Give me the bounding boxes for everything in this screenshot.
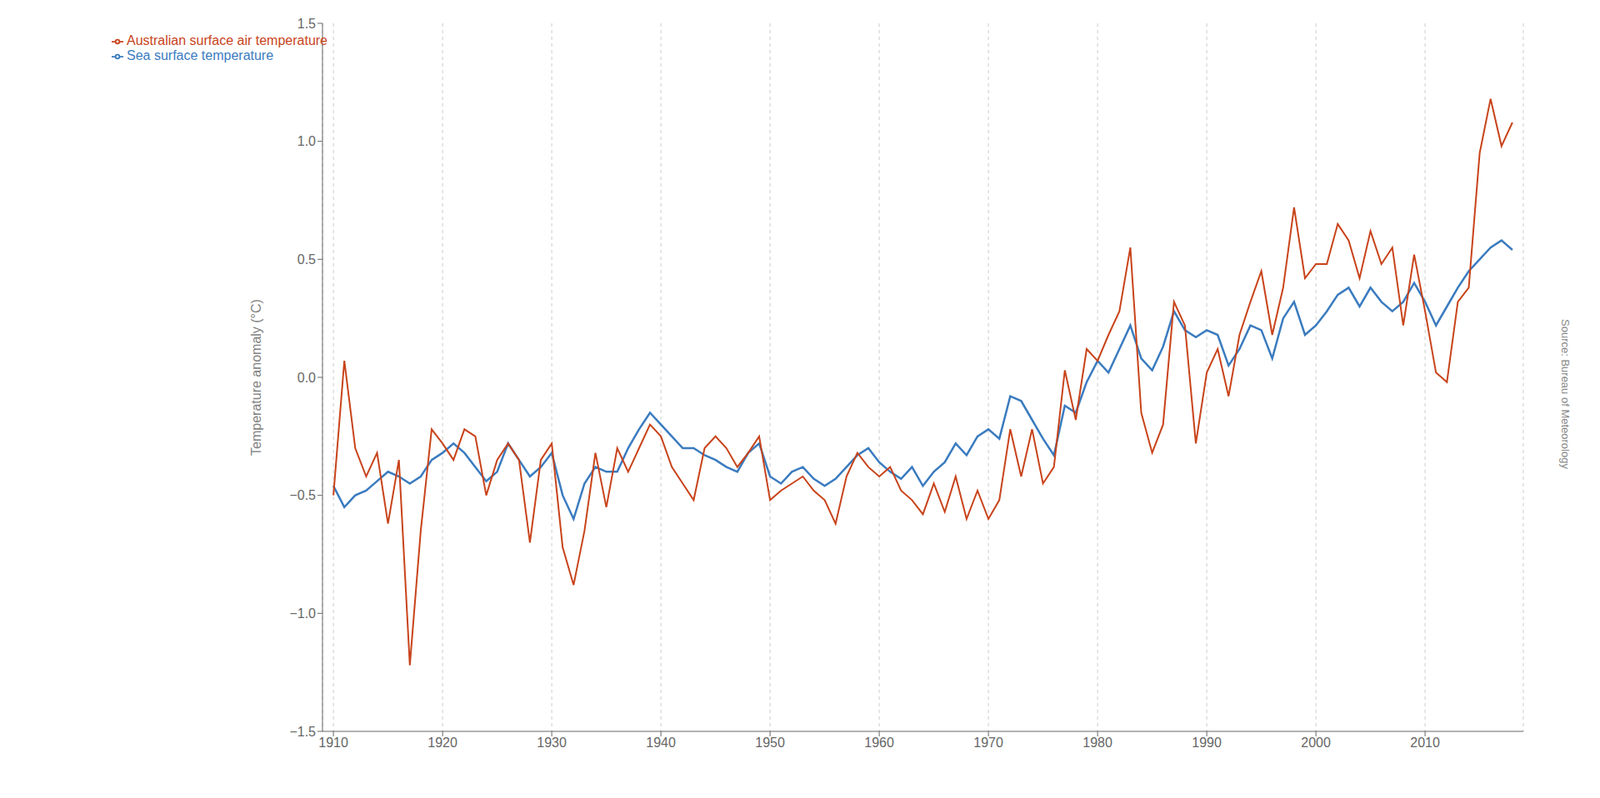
svg-text:0.5: 0.5 bbox=[297, 252, 316, 267]
svg-text:1920: 1920 bbox=[427, 735, 458, 750]
svg-text:1930: 1930 bbox=[536, 735, 567, 750]
svg-text:1940: 1940 bbox=[645, 735, 676, 750]
svg-text:1990: 1990 bbox=[1191, 735, 1222, 750]
svg-text:1970: 1970 bbox=[973, 735, 1004, 750]
html-text:Sea surface temperature: Sea surface temperature bbox=[126, 48, 274, 63]
svg-text:1980: 1980 bbox=[1082, 735, 1113, 750]
svg-text:1950: 1950 bbox=[755, 735, 785, 750]
svg-text:0.0: 0.0 bbox=[297, 370, 316, 385]
svg-text:1.5: 1.5 bbox=[297, 16, 316, 31]
svg-text:1960: 1960 bbox=[864, 735, 895, 750]
html-text:Australian surface air tempera: Australian surface air temperature bbox=[126, 33, 328, 48]
svg-text:1.0: 1.0 bbox=[297, 134, 316, 149]
svg-text:−1.5: −1.5 bbox=[289, 725, 316, 740]
svg-text:−1.0: −1.0 bbox=[289, 606, 316, 621]
svg-text:2000: 2000 bbox=[1300, 735, 1331, 750]
svg-text:−0.5: −0.5 bbox=[289, 488, 316, 503]
svg-text:Temperature anomaly (°C): Temperature anomaly (°C) bbox=[249, 299, 264, 456]
html-text:Source: Bureau of Meteorology: Source: Bureau of Meteorology bbox=[1558, 319, 1572, 470]
svg-text:1910: 1910 bbox=[318, 735, 349, 750]
svg-text:2010: 2010 bbox=[1410, 735, 1440, 750]
